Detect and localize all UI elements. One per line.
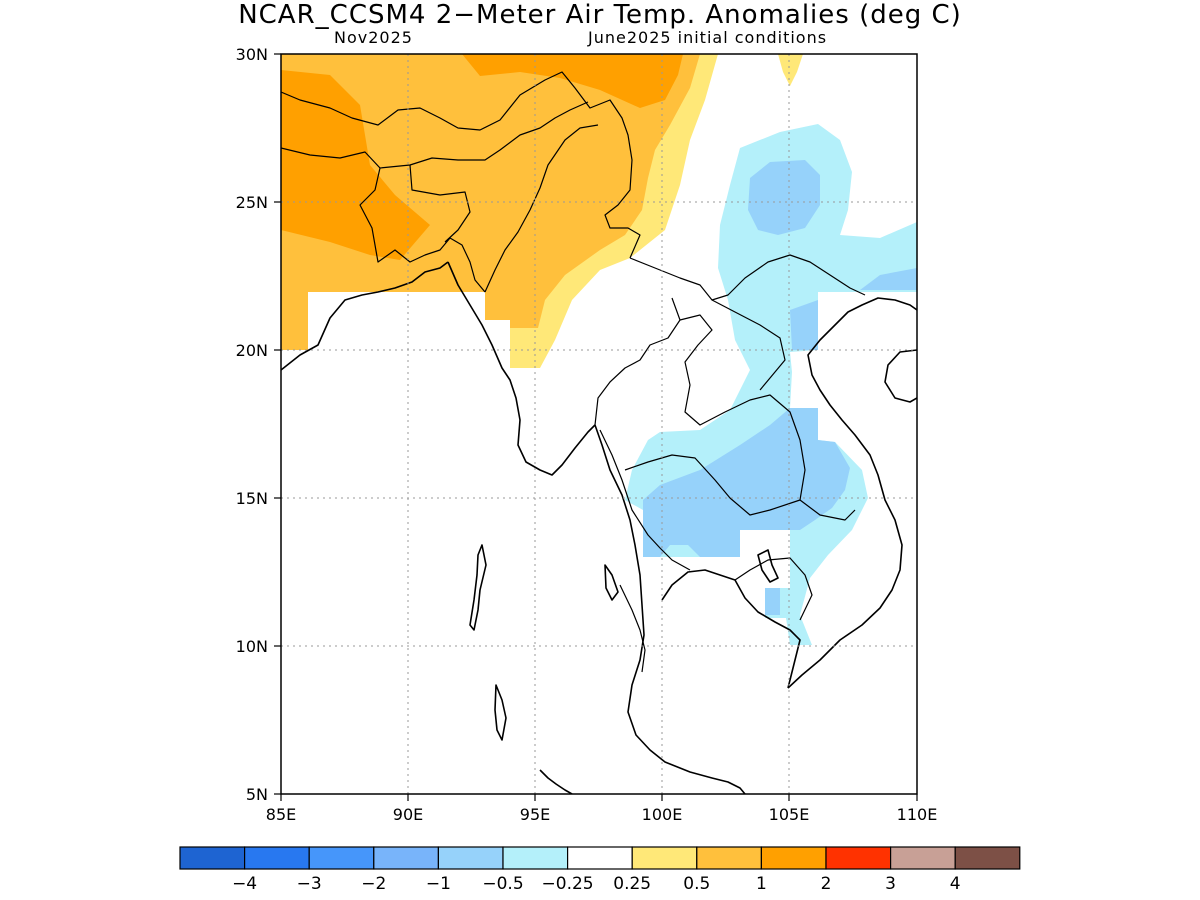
colorbar-swatch [760,846,827,870]
cool-anomaly-medium [765,588,780,615]
colorbar-label: 2 [821,874,832,894]
map-grid [281,54,917,794]
cool-anomaly-medium [748,160,820,235]
lon-tick-label: 95E [520,805,550,824]
colorbar-label: −2 [361,874,386,894]
island-outline [604,564,619,601]
coastline-bay [447,261,596,476]
lat-tick-label: 5N [246,785,268,804]
colorbar-label: 0.25 [613,874,651,894]
country-border [679,314,806,501]
country-border [379,101,589,169]
coastline-gulf [661,569,801,689]
coastline-east [787,297,917,689]
warm-anomaly-strong [462,54,683,108]
cool-anomaly-medium [643,408,850,557]
lat-tick-label: 10N [236,637,268,656]
warm-anomaly-strong [281,70,430,260]
lon-tick-label: 100E [642,805,683,824]
coastline-peninsula [594,424,746,794]
lat-tick-label: 30N [236,45,268,64]
colorbar-swatch [373,846,439,870]
island-outline [757,549,779,583]
colorbar-swatch [696,846,762,870]
forecast-month-label: Nov2025 [334,28,413,47]
anomaly-field [281,54,917,794]
colorbar-swatch [437,846,504,870]
coastlines [281,261,917,794]
colorbar-label: −0.5 [482,874,523,894]
colorbar-swatch [631,846,698,870]
colorbar-swatch [179,846,246,870]
colorbar-swatch [244,846,310,870]
colorbar: −4 −3 −2 −1 −0.5 −0.25 0.25 0.5 1 2 3 4 [179,846,1021,894]
coastline-north-east [884,349,917,403]
country-border [594,297,681,426]
colorbar-swatch [825,846,892,870]
cool-anomaly-medium [790,300,818,350]
colorbar-label: 4 [950,874,961,894]
colorbar-label: −0.25 [542,874,594,894]
country-border [281,147,486,293]
colorbar-swatch [889,846,956,870]
country-borders [281,71,866,673]
lon-tick-labels: 85E 90E 95E 100E 105E 110E [266,805,938,824]
colorbar-swatch [308,846,375,870]
colorbar-label: 3 [885,874,896,894]
island-outline [469,544,487,631]
country-border [624,454,856,521]
coastline-south [539,769,573,794]
map-title: NCAR_CCSM4 2−Meter Air Temp. Anomalies (… [238,0,962,30]
warm-anomaly-medium [281,54,700,350]
colorbar-label: −3 [297,874,322,894]
country-border [281,71,641,259]
colorbar-label: −1 [426,874,451,894]
colorbar-label: 1 [756,874,767,894]
island-outline [494,684,507,741]
country-border [619,584,646,673]
axis-ticks [274,53,918,801]
initial-conditions-label: June2025 initial conditions [588,28,828,47]
country-border [734,557,813,621]
cool-anomaly-medium [860,268,917,290]
country-border [409,164,471,243]
country-border [629,254,866,301]
colorbar-label: −4 [232,874,257,894]
lon-tick-label: 110E [897,805,938,824]
colorbar-swatch [502,846,569,870]
lat-tick-labels: 5N 10N 15N 20N 25N 30N [236,45,268,804]
country-border [599,429,691,571]
map-frame [280,53,918,795]
colorbar-swatch [954,846,1021,870]
country-border [711,299,786,391]
coastline-west [281,261,449,371]
lat-tick-label: 25N [236,193,268,212]
lat-tick-label: 20N [236,341,268,360]
lon-tick-label: 85E [266,805,296,824]
warm-anomaly-light [778,54,803,86]
lon-tick-label: 90E [393,805,423,824]
lat-tick-label: 15N [236,489,268,508]
colorbar-swatch [566,846,633,870]
colorbar-label: 0.5 [683,874,710,894]
lon-tick-label: 105E [769,805,810,824]
